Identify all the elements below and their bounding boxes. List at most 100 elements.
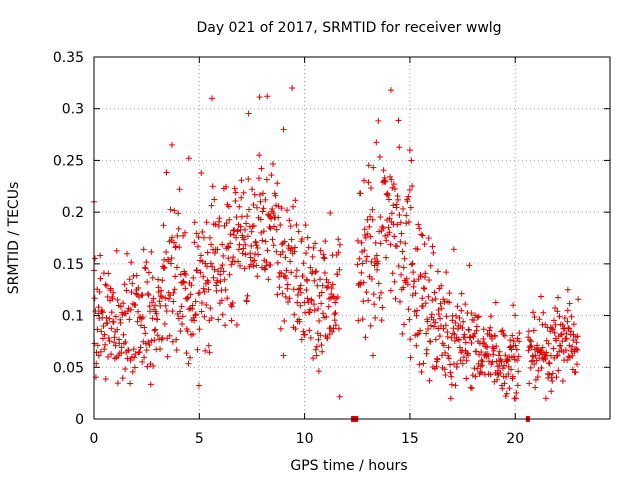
data-point: [155, 276, 162, 283]
data-point: [293, 221, 300, 228]
data-point: [368, 185, 375, 192]
data-point: [456, 344, 463, 351]
data-point: [447, 369, 454, 376]
data-point: [528, 343, 535, 350]
data-point: [378, 317, 385, 324]
data-point: [288, 245, 295, 252]
data-point: [378, 289, 385, 296]
data-point: [167, 292, 174, 299]
data-point: [235, 246, 242, 253]
data-point: [369, 206, 376, 213]
data-point: [101, 331, 108, 338]
data-point: [457, 357, 464, 364]
data-point: [179, 320, 186, 327]
plot-frame: [93, 56, 611, 420]
data-point: [162, 294, 169, 301]
data-point: [569, 343, 576, 350]
data-point: [105, 353, 112, 360]
data-point: [258, 165, 265, 172]
data-point: [184, 328, 191, 335]
data-point: [387, 287, 394, 294]
data-point: [478, 369, 485, 376]
data-point: [225, 255, 232, 262]
data-point: [158, 336, 165, 343]
data-point: [405, 306, 412, 313]
data-point: [507, 343, 514, 350]
data-point: [120, 300, 127, 307]
data-point: [399, 248, 406, 255]
data-point: [332, 299, 339, 306]
data-point: [458, 307, 465, 314]
data-point: [240, 189, 247, 196]
data-point: [97, 348, 104, 355]
data-point: [247, 254, 254, 261]
data-point: [182, 285, 189, 292]
data-point: [424, 325, 431, 332]
data-point: [400, 205, 407, 212]
data-point: [419, 232, 426, 239]
data-point: [536, 316, 543, 323]
data-point: [259, 237, 266, 244]
data-point: [180, 279, 187, 286]
data-point: [427, 262, 434, 269]
data-point: [196, 289, 203, 296]
data-point: [322, 238, 329, 245]
data-point: [102, 281, 109, 288]
data-point: [382, 232, 389, 239]
data-point: [443, 313, 450, 320]
data-point: [478, 349, 485, 356]
data-point: [107, 285, 114, 292]
data-point: [237, 262, 244, 269]
data-point: [293, 273, 300, 280]
data-point: [545, 340, 552, 347]
data-point: [223, 183, 230, 190]
data-point: [310, 244, 317, 251]
data-point: [198, 308, 205, 315]
data-point: [329, 281, 336, 288]
data-point: [172, 243, 179, 250]
data-point: [534, 373, 541, 380]
data-point: [442, 372, 449, 379]
data-point: [316, 317, 323, 324]
data-point: [503, 390, 510, 397]
data-point: [144, 278, 151, 285]
data-point: [459, 360, 466, 367]
data-point: [509, 373, 516, 380]
data-point: [254, 244, 261, 251]
data-point: [124, 355, 131, 362]
data-point: [555, 294, 562, 301]
data-point: [160, 222, 167, 229]
data-point: [201, 288, 208, 295]
data-point: [377, 214, 384, 221]
data-point: [239, 250, 246, 257]
data-point: [556, 313, 563, 320]
data-point: [403, 275, 410, 282]
data-point: [169, 338, 176, 345]
data-point: [549, 370, 556, 377]
data-point: [233, 321, 240, 328]
data-point: [102, 376, 109, 383]
data-point: [325, 279, 332, 286]
data-point: [422, 270, 429, 277]
data-point: [514, 357, 521, 364]
data-point: [144, 363, 151, 370]
data-point: [202, 347, 209, 354]
data-point: [395, 117, 402, 124]
data-point: [158, 294, 165, 301]
data-point: [367, 233, 374, 240]
data-point: [177, 271, 184, 278]
data-point: [312, 346, 319, 353]
data-point: [450, 325, 457, 332]
data-point: [412, 290, 419, 297]
data-point: [204, 249, 211, 256]
data-point: [278, 205, 285, 212]
data-point: [203, 219, 210, 226]
data-point: [161, 264, 168, 271]
data-point: [256, 152, 263, 159]
data-point: [422, 300, 429, 307]
data-point: [244, 292, 251, 299]
data-point: [407, 354, 414, 361]
data-point: [209, 263, 216, 270]
data-point: [253, 204, 260, 211]
data-point: [132, 350, 139, 357]
